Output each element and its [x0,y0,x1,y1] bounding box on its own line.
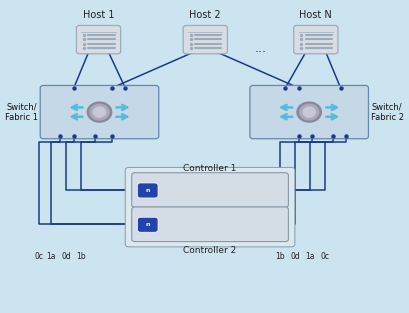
Text: 0d: 0d [290,252,300,260]
Circle shape [87,102,112,122]
Circle shape [93,107,106,117]
Text: 1b: 1b [76,252,86,260]
Circle shape [303,107,315,117]
FancyBboxPatch shape [132,207,288,242]
FancyBboxPatch shape [294,25,338,54]
Circle shape [297,102,321,122]
FancyBboxPatch shape [183,25,227,54]
Text: 1b: 1b [275,252,284,260]
Text: 1a: 1a [46,252,56,260]
Text: Switch/
Fabric 1: Switch/ Fabric 1 [4,102,38,122]
FancyBboxPatch shape [40,85,159,139]
Circle shape [90,104,109,120]
FancyBboxPatch shape [132,173,288,207]
FancyBboxPatch shape [76,25,121,54]
FancyBboxPatch shape [250,85,369,139]
Text: Host 2: Host 2 [189,10,221,20]
Text: n: n [146,188,150,193]
FancyBboxPatch shape [137,217,158,232]
Circle shape [300,104,319,120]
Text: 0c: 0c [321,252,330,260]
Text: 0c: 0c [35,252,44,260]
Text: Host 1: Host 1 [83,10,114,20]
Text: Host N: Host N [299,10,332,20]
Text: n: n [146,222,150,227]
FancyBboxPatch shape [137,183,158,198]
FancyBboxPatch shape [125,167,295,247]
Text: Switch/
Fabric 2: Switch/ Fabric 2 [371,102,404,122]
Text: 0d: 0d [61,252,71,260]
Text: 1a: 1a [306,252,315,260]
Text: Controller 2: Controller 2 [183,246,237,255]
Text: Controller 1: Controller 1 [183,164,237,173]
Text: ...: ... [254,43,267,55]
